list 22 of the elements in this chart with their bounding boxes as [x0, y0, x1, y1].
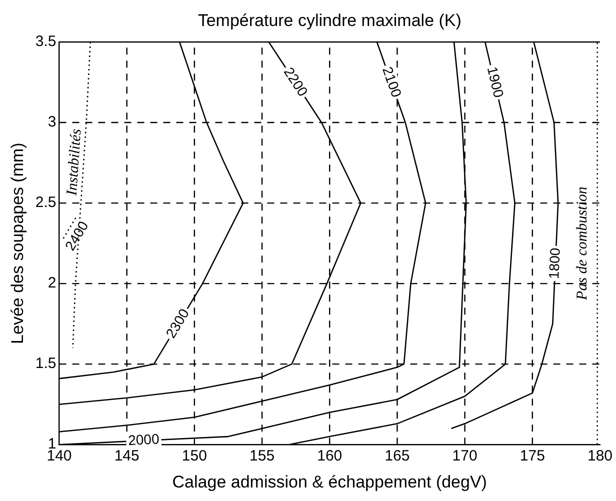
text: 1900: [484, 65, 508, 100]
x-tick-label: 150: [182, 448, 207, 465]
ref-line-label: Pas de combustion: [574, 186, 591, 301]
y-axis-title: Levée des soupapes (mm): [8, 142, 27, 344]
y-tick-label: 3: [48, 114, 56, 131]
x-tick-label: 155: [250, 448, 275, 465]
y-tick-label: 2: [48, 274, 56, 292]
text: 2100: [379, 64, 406, 100]
series-label: 2000: [128, 430, 160, 448]
x-axis-title: Calage admission & échappement (degV): [172, 472, 487, 492]
y-tick-label: 3.5: [35, 33, 56, 50]
x-tick-label: 175: [520, 448, 545, 465]
x-tick-label: 165: [384, 448, 410, 465]
text: 1800: [546, 247, 563, 280]
x-tick-label: 170: [452, 448, 478, 465]
text: Instabilités: [64, 128, 85, 197]
x-tick-label: 180: [587, 448, 613, 465]
y-tick-label: 2.5: [35, 194, 56, 212]
x-tick-label: 145: [114, 448, 140, 465]
y-tick-label: 1.5: [35, 355, 56, 372]
chart-title: Température cylindre maximale (K): [198, 11, 462, 30]
x-tick-label: 160: [317, 448, 342, 465]
